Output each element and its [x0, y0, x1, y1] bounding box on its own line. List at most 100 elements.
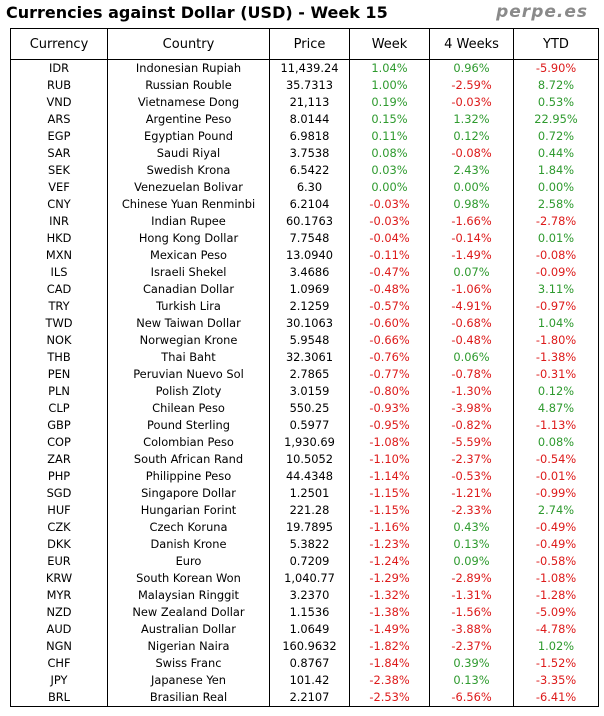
table-row: JPY Japanese Yen 101.42 -2.38% 0.13% -3.35% [10, 672, 599, 689]
column-header-country: Country [107, 28, 270, 60]
country-cell: Brasilian Real [107, 689, 270, 707]
table-row: MYR Malaysian Ringgit 3.2370 -1.32% -1.31% -1… [10, 587, 599, 604]
currency-code-cell: PEN [10, 366, 108, 383]
price-cell: 6.9818 [269, 128, 350, 145]
country-cell: Hong Kong Dollar [107, 230, 270, 247]
week-change-cell: -0.80% [349, 383, 430, 400]
table-row: CLP Chilean Peso 550.25 -0.93% -3.98% 4.87% [10, 400, 599, 417]
week-change-cell: 0.15% [349, 111, 430, 128]
ytd-change-cell: -0.01% [513, 468, 599, 485]
currency-code-cell: PLN [10, 383, 108, 400]
price-cell: 3.7538 [269, 145, 350, 162]
price-cell: 7.7548 [269, 230, 350, 247]
week-change-cell: -1.15% [349, 485, 430, 502]
country-cell: Australian Dollar [107, 621, 270, 638]
four-week-change-cell: -5.59% [429, 434, 514, 451]
country-cell: Saudi Riyal [107, 145, 270, 162]
column-header-price: Price [269, 28, 350, 60]
table-header-row: Currency Country Price Week 4 Weeks YTD [10, 28, 599, 60]
week-change-cell: -0.93% [349, 400, 430, 417]
week-change-cell: -0.04% [349, 230, 430, 247]
table-row: CAD Canadian Dollar 1.0969 -0.48% -1.06% 3.11… [10, 281, 599, 298]
four-week-change-cell: -0.82% [429, 417, 514, 434]
ytd-change-cell: -1.28% [513, 587, 599, 604]
currency-code-cell: IDR [10, 59, 108, 77]
week-change-cell: -0.95% [349, 417, 430, 434]
currency-code-cell: EUR [10, 553, 108, 570]
table-row: ARS Argentine Peso 8.0144 0.15% 1.32% 22.95% [10, 111, 599, 128]
table-row: VND Vietnamese Dong 21,113 0.19% -0.03% 0.53% [10, 94, 599, 111]
week-change-cell: -1.15% [349, 502, 430, 519]
country-cell: Euro [107, 553, 270, 570]
table-row: NZD New Zealand Dollar 1.1536 -1.38% -1.56% -… [10, 604, 599, 621]
four-week-change-cell: -1.49% [429, 247, 514, 264]
week-change-cell: -1.10% [349, 451, 430, 468]
ytd-change-cell: -5.09% [513, 604, 599, 621]
column-header-4-weeks: 4 Weeks [429, 28, 514, 60]
country-cell: Canadian Dollar [107, 281, 270, 298]
week-change-cell: -0.11% [349, 247, 430, 264]
ytd-change-cell: 1.84% [513, 162, 599, 179]
four-week-change-cell: 1.32% [429, 111, 514, 128]
currency-table: Currency Country Price Week 4 Weeks YTD … [10, 28, 599, 707]
table-row: CHF Swiss Franc 0.8767 -1.84% 0.39% -1.52% [10, 655, 599, 672]
country-cell: New Zealand Dollar [107, 604, 270, 621]
country-cell: Mexican Peso [107, 247, 270, 264]
four-week-change-cell: -1.66% [429, 213, 514, 230]
currency-code-cell: SAR [10, 145, 108, 162]
week-change-cell: 0.03% [349, 162, 430, 179]
week-change-cell: -0.03% [349, 196, 430, 213]
currency-code-cell: COP [10, 434, 108, 451]
ytd-change-cell: 4.87% [513, 400, 599, 417]
country-cell: Swedish Krona [107, 162, 270, 179]
four-week-change-cell: -0.53% [429, 468, 514, 485]
currency-code-cell: ILS [10, 264, 108, 281]
price-cell: 10.5052 [269, 451, 350, 468]
week-change-cell: 1.00% [349, 77, 430, 94]
four-week-change-cell: -0.08% [429, 145, 514, 162]
price-cell: 6.5422 [269, 162, 350, 179]
price-cell: 0.5977 [269, 417, 350, 434]
four-week-change-cell: 0.13% [429, 536, 514, 553]
price-cell: 6.2104 [269, 196, 350, 213]
table-row: GBP Pound Sterling 0.5977 -0.95% -0.82% -1.13… [10, 417, 599, 434]
four-week-change-cell: 0.00% [429, 179, 514, 196]
currency-code-cell: ARS [10, 111, 108, 128]
price-cell: 2.2107 [269, 689, 350, 707]
table-row: KRW South Korean Won 1,040.77 -1.29% -2.89% -… [10, 570, 599, 587]
currency-code-cell: EGP [10, 128, 108, 145]
chart-title: Currencies against Dollar (USD) - Week 1… [6, 3, 388, 22]
four-week-change-cell: 0.09% [429, 553, 514, 570]
country-cell: Malaysian Ringgit [107, 587, 270, 604]
table-row: THB Thai Baht 32.3061 -0.76% 0.06% -1.38% [10, 349, 599, 366]
currency-code-cell: CLP [10, 400, 108, 417]
country-cell: Pound Sterling [107, 417, 270, 434]
ytd-change-cell: 3.11% [513, 281, 599, 298]
week-change-cell: -1.16% [349, 519, 430, 536]
ytd-change-cell: -3.35% [513, 672, 599, 689]
country-cell: Chilean Peso [107, 400, 270, 417]
four-week-change-cell: -0.03% [429, 94, 514, 111]
ytd-change-cell: -0.49% [513, 536, 599, 553]
country-cell: Philippine Peso [107, 468, 270, 485]
currency-code-cell: HUF [10, 502, 108, 519]
ytd-change-cell: 1.04% [513, 315, 599, 332]
country-cell: Czech Koruna [107, 519, 270, 536]
week-change-cell: -2.38% [349, 672, 430, 689]
ytd-change-cell: -0.58% [513, 553, 599, 570]
ytd-change-cell: -1.38% [513, 349, 599, 366]
four-week-change-cell: -0.68% [429, 315, 514, 332]
table-row: DKK Danish Krone 5.3822 -1.23% 0.13% -0.49% [10, 536, 599, 553]
currency-code-cell: BRL [10, 689, 108, 707]
four-week-change-cell: -0.48% [429, 332, 514, 349]
currency-code-cell: TWD [10, 315, 108, 332]
price-cell: 35.7313 [269, 77, 350, 94]
four-week-change-cell: -2.37% [429, 451, 514, 468]
four-week-change-cell: 0.98% [429, 196, 514, 213]
price-cell: 11,439.24 [269, 59, 350, 77]
four-week-change-cell: -4.91% [429, 298, 514, 315]
ytd-change-cell: -4.78% [513, 621, 599, 638]
four-week-change-cell: -3.88% [429, 621, 514, 638]
ytd-change-cell: -2.78% [513, 213, 599, 230]
four-week-change-cell: -1.21% [429, 485, 514, 502]
